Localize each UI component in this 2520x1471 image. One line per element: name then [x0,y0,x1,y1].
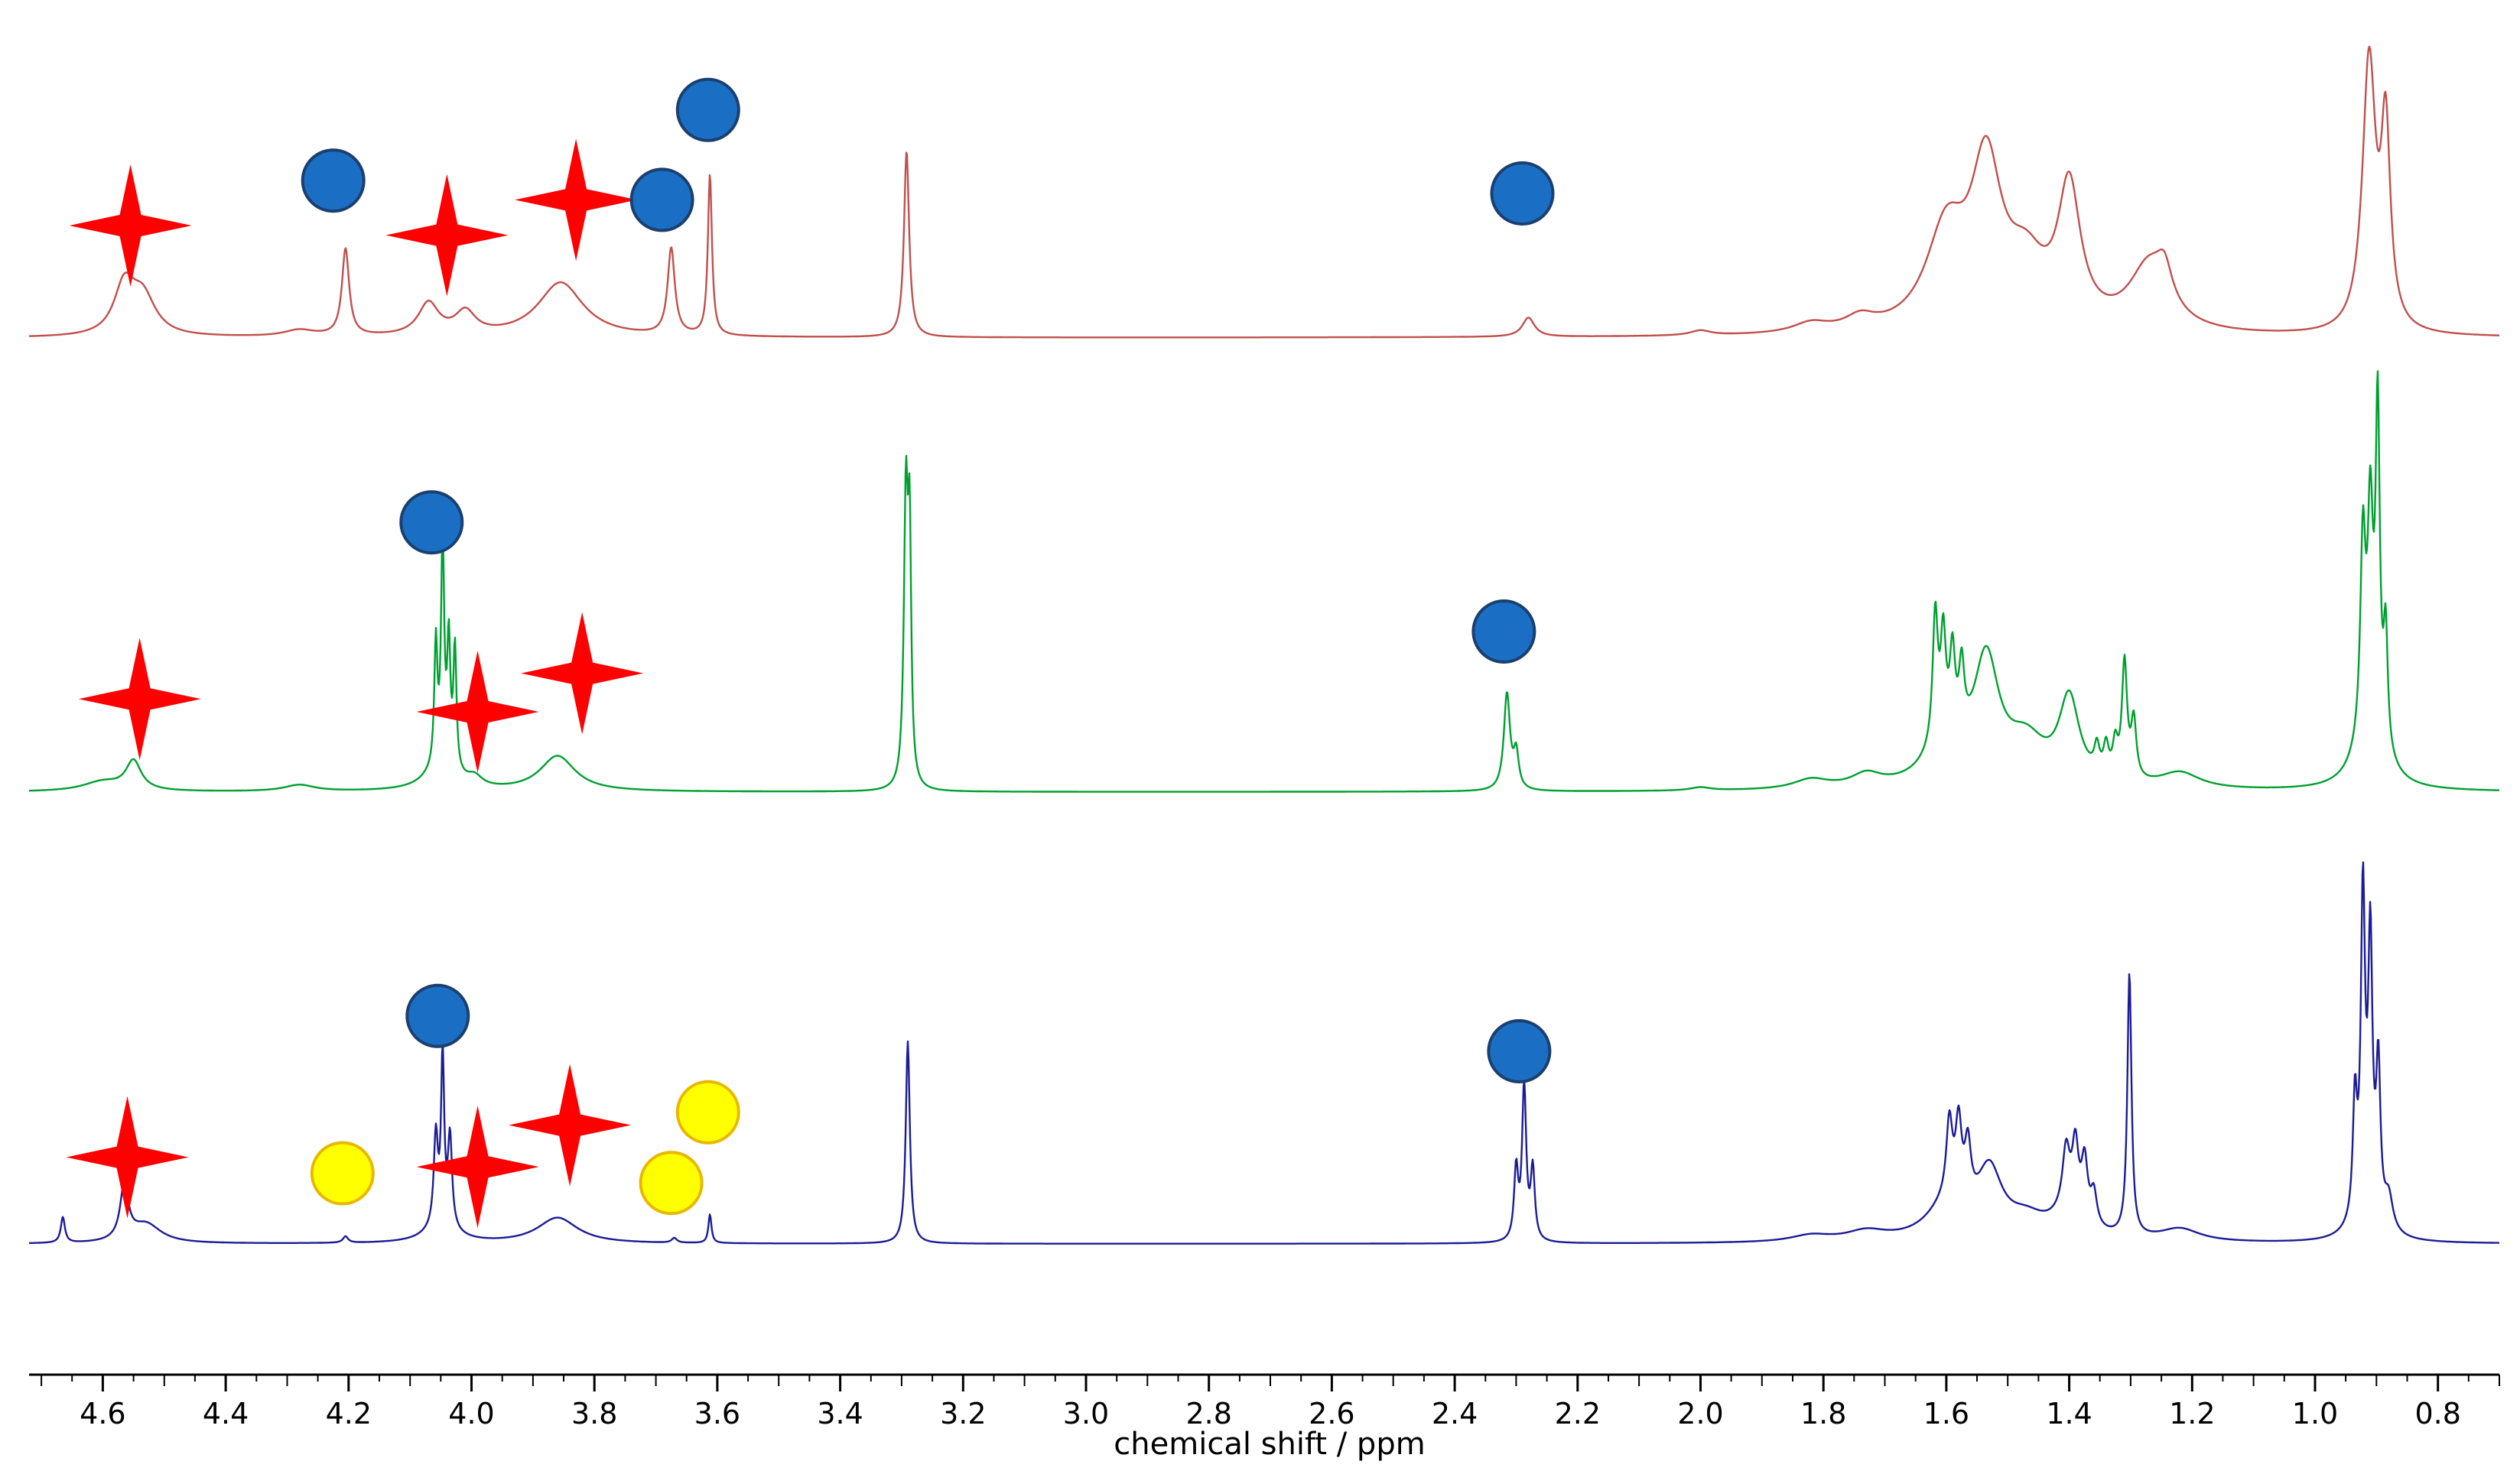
blue-circle-marker [1487,1019,1552,1083]
spectrum-line-3 [28,861,2500,1245]
yellow-circle-marker [675,1080,740,1145]
blue-circle-marker [1490,161,1555,226]
red-star-marker [515,138,638,261]
x-tick-label: 0.8 [2414,1397,2460,1430]
x-tick-label: 2.2 [1555,1397,1601,1430]
blue-circle-marker [675,77,740,142]
blue-circle-marker [629,167,694,232]
x-tick-label: 2.4 [1432,1397,1478,1430]
x-tick-label: 4.0 [448,1397,494,1430]
x-tick-label: 4.6 [80,1397,125,1430]
blue-circle-marker [405,983,470,1048]
x-tick-label: 1.8 [1800,1397,1846,1430]
x-axis: 4.6 4.4 4.2 4.0 3.8 3.6 3.4 3.2 3.0 2.8 2.6 2.4 2.2 2… [29,1373,2500,1430]
x-tick-label: 1.4 [2046,1397,2092,1430]
red-star-marker [66,1096,189,1219]
x-axis-ticks: 4.6 4.4 4.2 4.0 3.8 3.6 3.4 3.2 3.0 2.8 2.6 2.4 2.2 2… [41,1375,2500,1430]
blue-circle-marker [1471,599,1536,664]
blue-circle-marker [399,490,464,555]
yellow-circle-marker [310,1141,375,1206]
x-tick-label: 1.0 [2292,1397,2338,1430]
red-star-marker [69,164,192,287]
spectrum-line-1 [28,45,2500,339]
x-tick-label: 3.0 [1063,1397,1109,1430]
red-star-marker [509,1063,632,1187]
x-tick-label: 4.2 [326,1397,372,1430]
yellow-circle-marker [639,1151,704,1216]
peak-markers [66,77,1555,1229]
spectrum-line-2 [28,370,2500,793]
red-star-marker [416,1106,539,1229]
x-tick-label: 3.8 [571,1397,617,1430]
x-tick-label: 1.6 [1923,1397,1969,1430]
red-star-marker [521,612,644,735]
x-tick-label: 3.4 [817,1397,863,1430]
red-star-marker [416,651,539,773]
x-tick-label: 2.0 [1677,1397,1723,1430]
red-star-marker [78,638,201,761]
x-tick-label: 3.6 [694,1397,740,1430]
x-axis-label: chemical shift / ppm [1114,1427,1425,1462]
x-tick-label: 4.4 [203,1397,249,1430]
red-star-marker [385,174,509,297]
x-tick-label: 3.2 [940,1397,986,1430]
spectra-layer [28,45,2500,1245]
x-tick-label: 1.2 [2169,1397,2215,1430]
x-tick-label: 2.8 [1185,1397,1231,1430]
x-tick-label: 2.6 [1309,1397,1354,1430]
blue-circle-marker [301,148,366,213]
